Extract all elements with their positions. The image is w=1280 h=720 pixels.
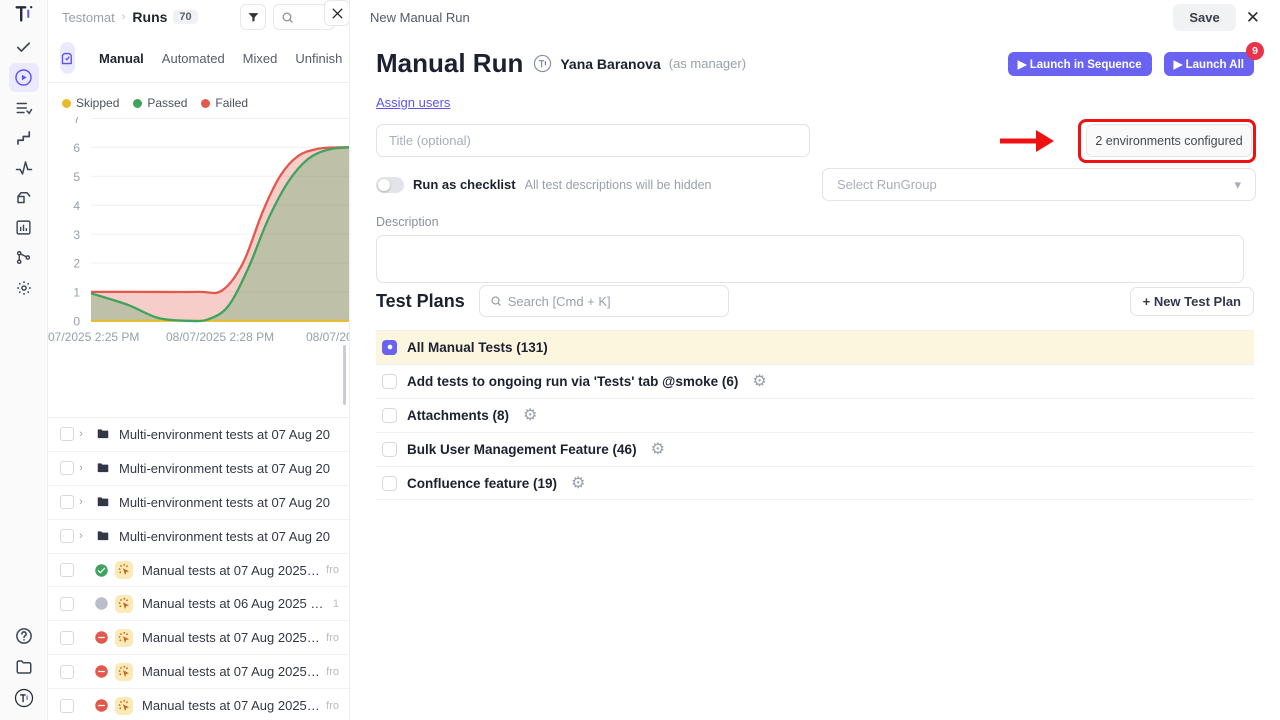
svg-text:4: 4 <box>73 199 80 213</box>
svg-text:6: 6 <box>73 141 80 155</box>
svg-text:08/07/2025 2:28 PM: 08/07/2025 2:28 PM <box>166 330 274 344</box>
svg-text:2: 2 <box>73 257 80 271</box>
svg-text:5: 5 <box>73 170 80 184</box>
svg-text:3: 3 <box>73 228 80 242</box>
svg-text:7: 7 <box>73 117 80 126</box>
svg-text:1: 1 <box>73 286 80 300</box>
svg-text:08/07/2025: 08/07/2025 <box>306 330 350 344</box>
svg-text:07/2025 2:25 PM: 07/2025 2:25 PM <box>48 330 139 344</box>
svg-text:0: 0 <box>73 315 80 329</box>
